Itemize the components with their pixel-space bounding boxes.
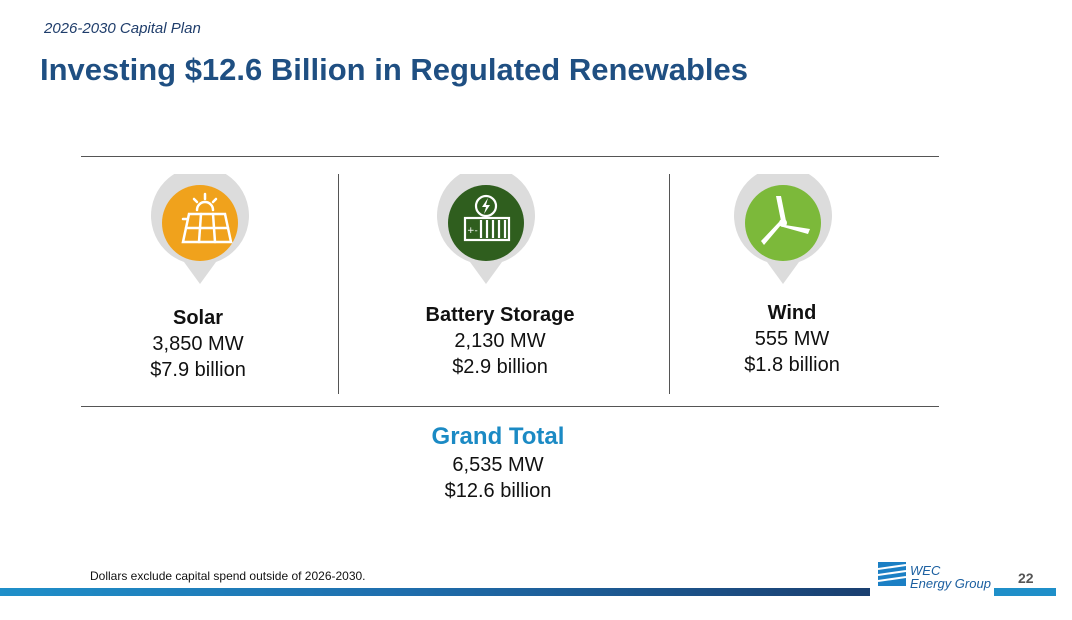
bottom-divider xyxy=(81,406,939,407)
solar-column: Solar 3,850 MW $7.9 billion xyxy=(68,305,328,383)
logo-line2: Energy Group xyxy=(910,576,991,591)
top-divider xyxy=(81,156,939,157)
column-divider-2 xyxy=(669,174,670,394)
wind-cost: $1.8 billion xyxy=(744,354,840,376)
footer-bar xyxy=(0,588,870,596)
svg-text:+-: +- xyxy=(467,226,478,236)
footer-bar-right xyxy=(994,588,1056,596)
battery-capacity: 2,130 MW xyxy=(454,330,546,352)
logo-line1: WEC xyxy=(910,563,941,578)
grand-total: Grand Total 6,535 MW $12.6 billion xyxy=(368,422,628,504)
battery-storage-icon: +- xyxy=(437,174,535,284)
wind-capacity: 555 MW xyxy=(754,328,830,350)
page-title: Investing $12.6 Billion in Regulated Ren… xyxy=(40,52,749,87)
page-number: 22 xyxy=(1018,570,1034,586)
solar-capacity: 3,850 MW xyxy=(152,333,244,355)
solar-name: Solar xyxy=(172,307,224,329)
wec-logo: WEC Energy Group xyxy=(872,552,992,596)
wind-column: Wind 555 MW $1.8 billion xyxy=(662,300,922,378)
footnote: Dollars exclude capital spend outside of… xyxy=(90,569,366,583)
solar-panel-icon xyxy=(151,174,249,284)
column-divider-1 xyxy=(338,174,339,394)
battery-column: Battery Storage 2,130 MW $2.9 billion xyxy=(370,302,630,380)
grand-total-label: Grand Total xyxy=(431,423,565,450)
grand-total-cost: $12.6 billion xyxy=(444,480,552,502)
grand-total-capacity: 6,535 MW xyxy=(452,454,544,476)
deck-subtitle: 2026-2030 Capital Plan xyxy=(44,20,201,37)
solar-cost: $7.9 billion xyxy=(150,359,246,381)
wind-name: Wind xyxy=(767,302,817,324)
wind-turbine-icon xyxy=(734,174,832,284)
battery-cost: $2.9 billion xyxy=(452,356,548,378)
battery-name: Battery Storage xyxy=(425,304,575,326)
wec-logo-mark-icon xyxy=(878,562,906,586)
